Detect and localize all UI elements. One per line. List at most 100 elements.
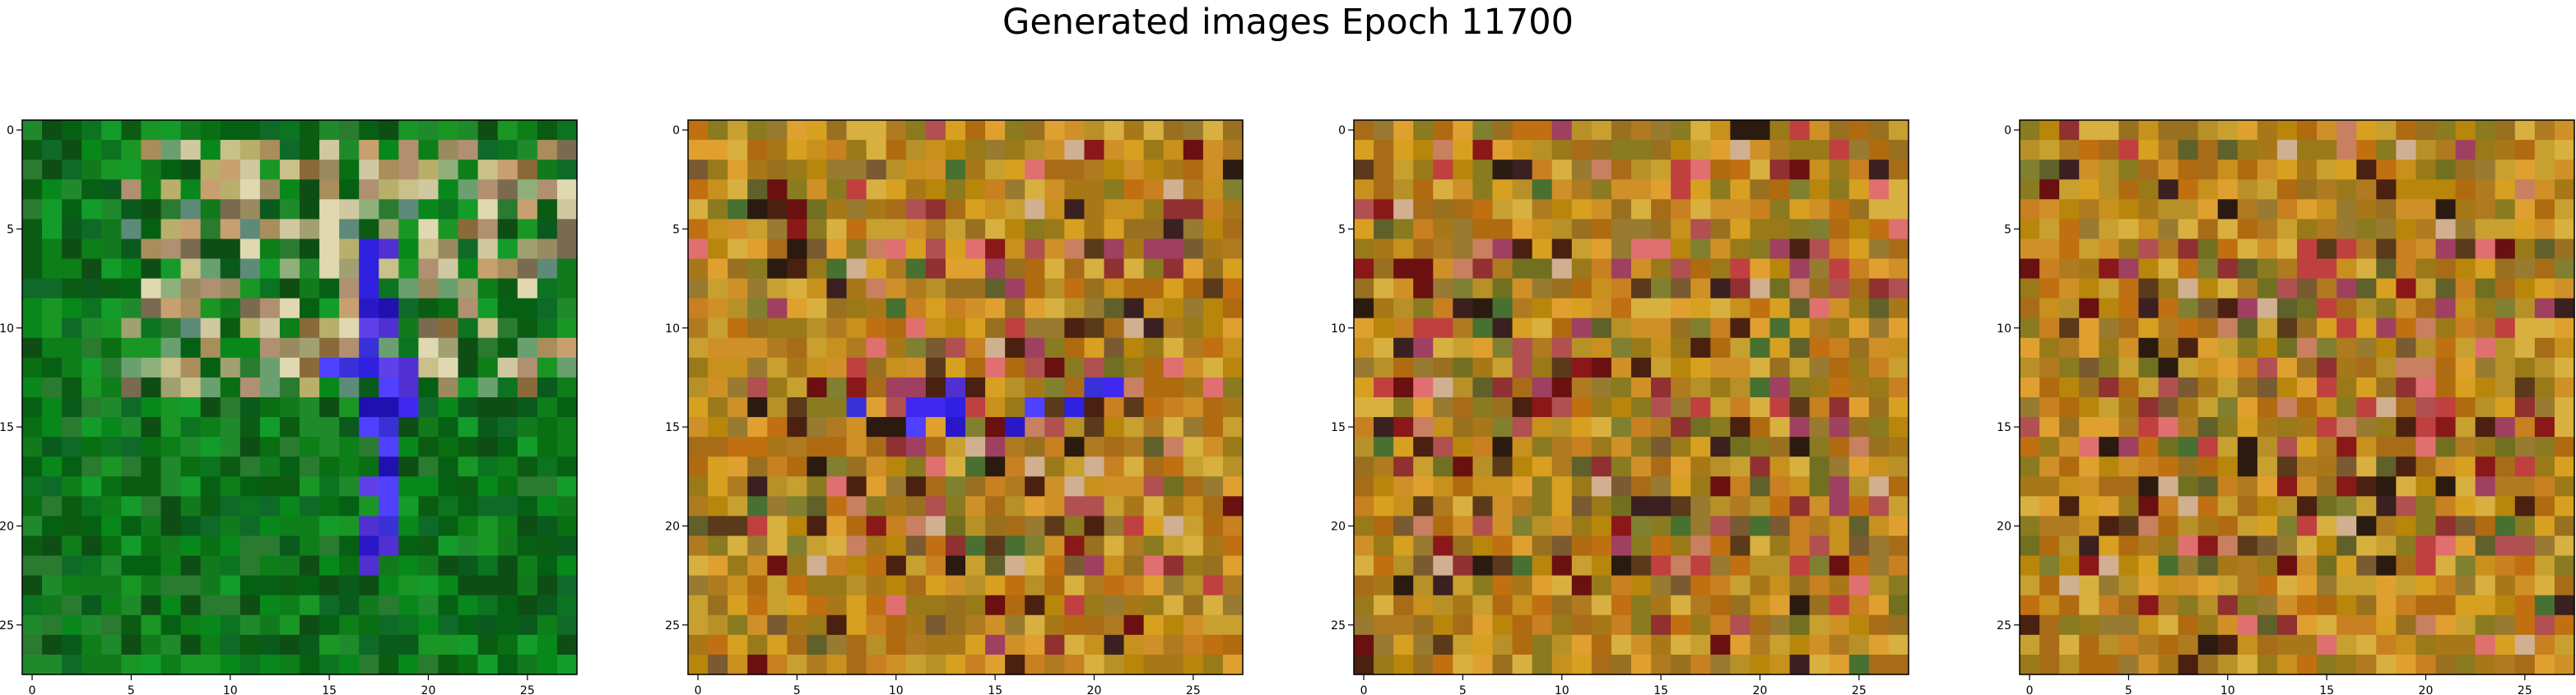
- pixel-cell: [1710, 397, 1731, 418]
- pixel-cell: [2237, 634, 2258, 656]
- x-tick-label: 10: [889, 684, 904, 695]
- pixel-cell: [379, 595, 399, 616]
- pixel-cell: [359, 456, 379, 477]
- pixel-cell: [2495, 179, 2516, 200]
- pixel-cell: [2435, 654, 2457, 675]
- pixel-cell: [1005, 437, 1025, 457]
- pixel-cell: [2317, 555, 2337, 577]
- pixel-cell: [1631, 278, 1652, 299]
- pixel-cell: [517, 179, 538, 200]
- pixel-cell: [1084, 357, 1105, 378]
- pixel-cell: [2059, 120, 2080, 141]
- pixel-cell: [2158, 456, 2179, 477]
- pixel-cell: [2475, 278, 2496, 299]
- pixel-cell: [1183, 437, 1204, 457]
- pixel-cell: [180, 437, 202, 457]
- pixel-cell: [2217, 298, 2239, 319]
- pixel-cell: [1202, 298, 1224, 319]
- pixel-cell: [2020, 516, 2040, 537]
- pixel-cell: [1571, 417, 1593, 438]
- pixel-cell: [2337, 357, 2357, 378]
- pixel-cell: [1492, 437, 1514, 457]
- pixel-cell: [319, 160, 340, 180]
- pixel-cell: [1571, 239, 1593, 260]
- pixel-cell: [2337, 456, 2357, 477]
- pixel-cell: [2356, 555, 2377, 577]
- pixel-cell: [2495, 634, 2516, 656]
- pixel-cell: [2079, 535, 2099, 557]
- pixel-cell: [101, 258, 122, 280]
- pixel-cell: [1433, 298, 1453, 319]
- pixel-cell: [497, 258, 518, 280]
- pixel-cell: [1591, 219, 1612, 240]
- pixel-cell: [846, 179, 867, 200]
- pixel-cell: [1591, 140, 1612, 160]
- pixel-cell: [866, 654, 887, 675]
- pixel-cell: [239, 120, 261, 141]
- pixel-cell: [2059, 219, 2080, 240]
- pixel-cell: [458, 496, 479, 517]
- pixel-cell: [220, 239, 241, 260]
- pixel-cell: [477, 120, 499, 141]
- pixel-cell: [1143, 199, 1165, 220]
- pixel-cell: [1710, 614, 1731, 636]
- pixel-cell: [1690, 555, 1711, 577]
- pixel-cell: [319, 298, 340, 319]
- pixel-cell: [2257, 555, 2278, 577]
- pixel-cell: [2534, 437, 2555, 457]
- pixel-cell: [905, 496, 927, 517]
- pixel-cell: [1143, 258, 1165, 280]
- pixel-cell: [379, 337, 399, 359]
- pixel-cell: [1492, 595, 1514, 616]
- pixel-cell: [708, 337, 728, 359]
- pixel-cell: [2534, 654, 2555, 675]
- pixel-cell: [458, 160, 479, 180]
- pixel-cell: [1888, 496, 1909, 517]
- pixel-cell: [2514, 377, 2536, 398]
- pixel-cell: [1848, 199, 1870, 220]
- pixel-cell: [1512, 417, 1533, 438]
- x-tick-label: 20: [1753, 684, 1768, 695]
- pixel-cell: [279, 575, 300, 596]
- pixel-cell: [787, 437, 808, 457]
- pixel-cell: [458, 239, 479, 260]
- pixel-cell: [866, 239, 887, 260]
- pixel-cell: [319, 179, 340, 200]
- pixel-cell: [688, 258, 709, 280]
- pixel-cell: [767, 575, 788, 596]
- pixel-cell: [2356, 179, 2377, 200]
- pixel-cell: [2396, 397, 2417, 418]
- axes-frame: [2019, 119, 2575, 675]
- pixel-cell: [1354, 160, 1374, 180]
- pixel-cell: [1671, 278, 1691, 299]
- pixel-cell: [2079, 258, 2099, 280]
- pixel-cell: [2237, 120, 2258, 141]
- pixel-cell: [220, 535, 241, 557]
- pixel-cell: [1532, 496, 1553, 517]
- pixel-cell: [1611, 337, 1632, 359]
- pixel-cell: [359, 654, 379, 675]
- pixel-cell: [418, 140, 439, 160]
- pixel-cell: [2237, 239, 2258, 260]
- pixel-cell: [846, 239, 867, 260]
- pixel-cell: [826, 258, 848, 280]
- pixel-cell: [180, 317, 202, 339]
- pixel-cell: [866, 258, 887, 280]
- pixel-cell: [866, 575, 887, 596]
- pixel-cell: [1789, 634, 1811, 656]
- pixel-cell: [2158, 140, 2179, 160]
- pixel-cell: [141, 199, 162, 220]
- pixel-cell: [1104, 377, 1125, 398]
- pixel-cell: [826, 456, 848, 477]
- pixel-cell: [1143, 555, 1165, 577]
- pixel-cell: [2495, 278, 2516, 299]
- pixel-cell: [945, 120, 966, 141]
- pixel-cell: [1005, 298, 1025, 319]
- pixel-cell: [1730, 417, 1751, 438]
- pixel-cell: [1848, 357, 1870, 378]
- pixel-cell: [1651, 179, 1672, 200]
- pixel-cell: [2138, 140, 2160, 160]
- pixel-cell: [1163, 456, 1184, 477]
- pixel-cell: [2217, 357, 2239, 378]
- pixel-cell: [2237, 555, 2258, 577]
